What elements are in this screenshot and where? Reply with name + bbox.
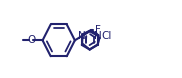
Text: F: F (95, 25, 101, 35)
Text: N: N (94, 31, 101, 41)
Text: Cl: Cl (101, 31, 111, 41)
Text: O: O (27, 35, 35, 45)
Text: N: N (78, 31, 86, 41)
